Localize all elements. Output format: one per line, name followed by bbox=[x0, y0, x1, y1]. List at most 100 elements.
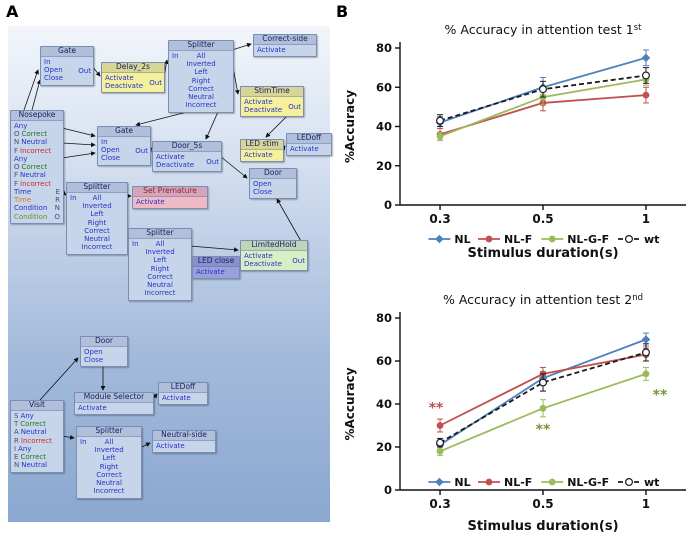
node-title: LED close bbox=[193, 256, 239, 267]
port-row: Inverted bbox=[186, 60, 216, 69]
port-in: In bbox=[172, 51, 179, 60]
port-row: Left bbox=[102, 454, 116, 463]
node-splitter-left: Splitter In All Inverted Left Right Correct Neu… bbox=[66, 182, 128, 255]
port-row: I Any bbox=[14, 444, 32, 453]
node-title: Delay_2s bbox=[102, 62, 164, 73]
port-out: Out bbox=[206, 157, 219, 166]
accuracy-chart-2nd: % Accuracy in attention test 2nd 0 20 40 60 8… bbox=[343, 292, 686, 534]
node-title: Gate bbox=[41, 46, 93, 57]
port-row: Close bbox=[101, 154, 121, 163]
node-led-close: LED close Activate bbox=[192, 256, 240, 280]
port-row: Left bbox=[90, 210, 104, 219]
port-row: Deactivate bbox=[244, 260, 283, 269]
svg-text:0.3: 0.3 bbox=[429, 497, 450, 511]
node-title: Door_5s bbox=[153, 141, 221, 152]
node-correct-side: Correct-side Activate bbox=[253, 34, 317, 58]
node-title: Door bbox=[81, 336, 127, 347]
node-splitter-mid: Splitter In All Inverted Left Right Correct Neu… bbox=[128, 228, 192, 301]
port-row: In bbox=[44, 57, 51, 66]
node-limitedhold: LimitedHold Activate Deactivate Out bbox=[240, 240, 308, 272]
port-row: Time E bbox=[14, 187, 60, 196]
svg-text:60: 60 bbox=[376, 354, 392, 368]
svg-text:60: 60 bbox=[376, 80, 392, 94]
svg-text:0.3: 0.3 bbox=[429, 212, 450, 226]
significance-marker: ** bbox=[536, 422, 551, 438]
node-title: Door bbox=[250, 168, 296, 179]
node-title: Neutral-side bbox=[153, 430, 215, 441]
port-row: Left bbox=[194, 68, 208, 77]
port-row: Neutral bbox=[188, 93, 214, 102]
port-row: Incorrect bbox=[81, 243, 113, 252]
port-row: Any bbox=[14, 154, 28, 163]
node-stimtime: StimTime Activate Deactivate Out bbox=[240, 86, 304, 118]
x-axis-label: Stimulus duration(s) bbox=[467, 519, 618, 534]
svg-text:20: 20 bbox=[376, 159, 392, 173]
port-row: Open bbox=[101, 146, 120, 155]
port-out: Out bbox=[288, 102, 301, 111]
legend-label-NL-F: NL-F bbox=[504, 476, 532, 489]
svg-text:0: 0 bbox=[384, 483, 392, 497]
port-row: Open bbox=[84, 347, 103, 356]
port-row: Neutral bbox=[147, 281, 173, 290]
legend-label-NL-G-F: NL-G-F bbox=[567, 476, 609, 489]
port-row: Right bbox=[150, 264, 170, 273]
legend-label-NL: NL bbox=[454, 476, 470, 489]
port-row: Condition O bbox=[14, 212, 60, 221]
port-row: N Neutral bbox=[14, 138, 48, 147]
node-title: Nosepoke bbox=[11, 110, 63, 121]
node-ledoff-top: LEDoff Activate bbox=[286, 133, 332, 157]
port-row: Neutral bbox=[96, 479, 122, 488]
port-row: Activate bbox=[162, 393, 191, 402]
node-title: Splitter bbox=[129, 228, 191, 239]
port-row: Incorrect bbox=[93, 487, 125, 496]
node-title: Splitter bbox=[169, 40, 233, 51]
port-row: Activate bbox=[105, 73, 134, 82]
port-row: Deactivate bbox=[105, 82, 144, 91]
port-row: Close bbox=[84, 356, 104, 365]
port-row: Activate bbox=[244, 251, 273, 260]
port-out: Out bbox=[78, 66, 91, 75]
port-row: Activate bbox=[156, 152, 185, 161]
node-title: Gate bbox=[98, 126, 150, 137]
svg-text:20: 20 bbox=[376, 440, 392, 454]
port-out: Out bbox=[135, 146, 148, 155]
port-row: S Any bbox=[14, 411, 34, 420]
port-row: Condition N bbox=[14, 204, 60, 213]
node-set-premature: Set Premature Activate bbox=[132, 186, 208, 210]
port-row: Time R bbox=[14, 196, 60, 205]
significance-marker: ** bbox=[653, 387, 668, 403]
node-title: StimTime bbox=[241, 86, 303, 97]
port-row: Activate bbox=[78, 403, 107, 412]
port-row: All bbox=[155, 239, 165, 248]
port-row: Inverted bbox=[94, 446, 124, 455]
port-row: Correct bbox=[84, 226, 110, 235]
legend-label-NL-F: NL-F bbox=[504, 233, 532, 246]
port-row: Right bbox=[87, 218, 107, 227]
port-row: Activate bbox=[244, 150, 273, 159]
port-row: F Incorrect bbox=[14, 179, 52, 188]
node-module-selector: Module Selector Activate bbox=[74, 392, 154, 416]
x-axis-label: Stimulus duration(s) bbox=[467, 246, 618, 261]
svg-text:1: 1 bbox=[642, 212, 650, 226]
significance-marker: ** bbox=[429, 400, 444, 416]
node-visit: Visit S Any T Correct A Neutral R Incorrect I Any E… bbox=[10, 400, 64, 473]
port-row: F Incorrect bbox=[14, 146, 52, 155]
port-row: T Correct bbox=[14, 420, 46, 429]
port-row: Any bbox=[14, 121, 28, 130]
chart-title: % Accuracy in attention test 1st bbox=[445, 22, 643, 37]
svg-text:0: 0 bbox=[384, 198, 392, 212]
port-in: In bbox=[132, 239, 139, 248]
port-row: All bbox=[92, 193, 102, 202]
port-row: Inverted bbox=[145, 248, 175, 257]
port-row: N Neutral bbox=[14, 461, 48, 470]
svg-text:40: 40 bbox=[376, 397, 392, 411]
legend-label-wt: wt bbox=[644, 233, 659, 246]
node-door-top: Door Open Close bbox=[249, 168, 297, 200]
port-in: In bbox=[80, 437, 87, 446]
port-row: Open bbox=[253, 179, 272, 188]
node-title: Set Premature bbox=[133, 186, 207, 197]
node-title: Splitter bbox=[67, 182, 127, 193]
port-row: Right bbox=[191, 76, 211, 85]
